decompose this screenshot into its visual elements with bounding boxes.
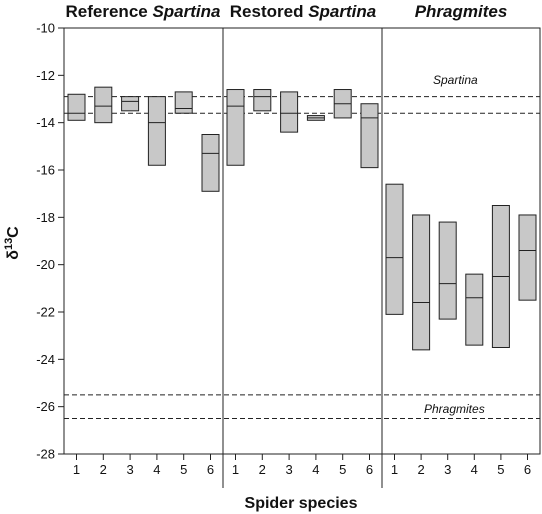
y-tick-label: -24 (36, 352, 55, 367)
y-tick-label: -14 (36, 115, 55, 130)
x-tick-label: 4 (153, 462, 160, 477)
x-tick-label: 1 (232, 462, 239, 477)
y-tick-label: -22 (36, 305, 55, 320)
x-tick-label: 4 (312, 462, 319, 477)
x-tick-label: 5 (497, 462, 504, 477)
y-tick-label: -18 (36, 210, 55, 225)
box-series (67, 86, 537, 351)
box (465, 273, 484, 346)
x-tick-label: 4 (471, 462, 478, 477)
x-tick-label: 1 (391, 462, 398, 477)
panel-title-2: Restored Spartina (230, 2, 376, 21)
box (121, 96, 140, 112)
box (280, 91, 299, 133)
x-tick-label: 3 (285, 462, 292, 477)
y-tick-label: -12 (36, 68, 55, 83)
x-tick-label: 2 (259, 462, 266, 477)
x-tick-label: 3 (126, 462, 133, 477)
x-tick-label: 2 (100, 462, 107, 477)
y-tick-label: -26 (36, 399, 55, 414)
panel-title-3: Phragmites (415, 2, 508, 21)
x-tick-label: 3 (444, 462, 451, 477)
box (360, 103, 379, 169)
box (174, 91, 193, 114)
reference-lines (64, 96, 540, 419)
box (94, 86, 113, 124)
x-tick-label: 6 (207, 462, 214, 477)
y-tick-label: -20 (36, 257, 55, 272)
x-axis-title: Spider species (245, 495, 358, 512)
ref-label-phragmites: Phragmites (424, 402, 485, 416)
x-axis: 1 2 3 4 5 6 1 2 3 4 5 6 1 2 3 4 5 6 (73, 454, 531, 477)
box (253, 89, 272, 112)
y-tick-label: -16 (36, 163, 55, 178)
box (385, 183, 404, 315)
plot-frame (63, 27, 541, 455)
box (518, 214, 537, 301)
y-tick-label: -28 (36, 447, 55, 462)
y-tick-label: -10 (36, 21, 55, 36)
box (67, 93, 86, 121)
box (201, 134, 220, 192)
x-tick-label: 5 (180, 462, 187, 477)
box (438, 221, 457, 320)
ref-label-spartina: Spartina (433, 73, 478, 87)
box (226, 89, 245, 166)
y-axis: -10 -12 -14 -16 -18 -20 -22 -24 -26 -28 (36, 21, 64, 462)
x-tick-label: 5 (339, 462, 346, 477)
box (412, 214, 431, 351)
x-tick-label: 1 (73, 462, 80, 477)
y-axis-title: δ13C (3, 226, 22, 260)
x-tick-label: 6 (524, 462, 531, 477)
x-tick-label: 6 (366, 462, 373, 477)
panel-title-1: Reference Spartina (66, 2, 221, 21)
box (147, 96, 166, 166)
x-tick-label: 2 (417, 462, 424, 477)
